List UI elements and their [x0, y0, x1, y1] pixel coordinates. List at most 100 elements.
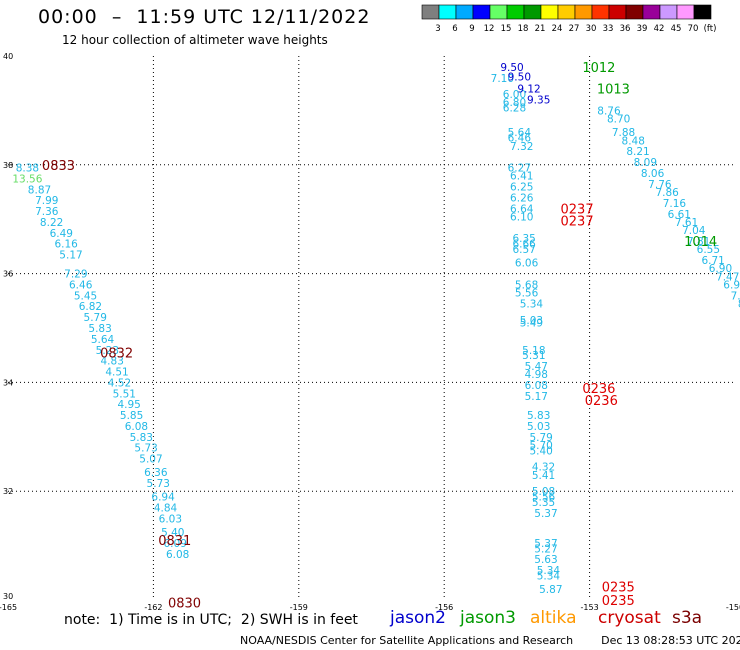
swh-value-right-track: 8.23 [738, 299, 740, 311]
swh-value-mid-track: 4.98 [525, 369, 548, 381]
legend-s3a: s3a [672, 608, 703, 628]
swh-value-mid-track: 5.03 [527, 421, 550, 433]
swh-value-mid-track: 5.40 [529, 445, 552, 457]
colorbar-label: (ft) [704, 24, 717, 34]
swh-value-mid-track: 5.18 [522, 345, 545, 357]
pass-time-label: 0237 [561, 214, 594, 229]
swh-value-left-track: 8.87 [28, 184, 51, 196]
swh-value-mid-track: 5.83 [527, 410, 550, 422]
swh-value-mid-track: 5.17 [525, 391, 548, 403]
chart-title: 00:00 – 11:59 UTC 12/11/2022 [38, 6, 371, 28]
swh-value-mid-track: 5.63 [534, 554, 557, 566]
colorbar-label: 18 [518, 24, 529, 34]
swh-value-right-track: 7.47 [716, 271, 739, 283]
colorbar-label: 6 [452, 24, 457, 34]
swh-value-right-track: 8.76 [597, 105, 621, 117]
swh-value-top-track: 9.12 [517, 84, 540, 96]
swh-value-left-track: 7.99 [35, 195, 58, 207]
colorbar-label: 27 [569, 24, 580, 34]
swh-value-mid-track: 5.34 [537, 565, 561, 577]
note-text: note: 1) Time is in UTC; 2) SWH is in fe… [64, 612, 358, 628]
swh-value-right-track: 6.55 [697, 244, 720, 256]
swh-value-left-track: 5.40 [161, 527, 184, 539]
pass-time-label: 1012 [582, 61, 615, 76]
swh-value-mid-track: 5.37 [534, 508, 557, 520]
swh-value-right-track: 7.76 [648, 179, 672, 191]
swh-value-left-track: 5.51 [113, 388, 136, 400]
pass-time-label: 0235 [602, 580, 635, 595]
x-tick-label: -153 [581, 603, 599, 612]
swh-value-mid-track: 5.27 [534, 543, 557, 555]
swh-value-right-track: 7.81 [687, 236, 710, 248]
swh-value-right-track: 6.61 [668, 209, 691, 221]
swh-value-mid-track: 5.79 [529, 432, 552, 444]
colorbar-label: 39 [637, 24, 648, 34]
colorbar-label: 70 [688, 24, 699, 34]
swh-value-left-track: 5.45 [74, 290, 97, 302]
pass-time-label: 1013 [597, 83, 630, 98]
swh-value-left-track: 5.23 [96, 345, 119, 357]
swh-value-right-track: 8.06 [641, 168, 665, 180]
colorbar-label: 33 [603, 24, 614, 34]
swh-value-mid-track: 4.32 [532, 462, 555, 474]
legend-jason2: jason2 [390, 608, 446, 628]
colorbar-label: 42 [654, 24, 665, 34]
swh-value-right-track: 8.09 [634, 157, 657, 169]
pass-time-label: 0831 [158, 534, 191, 549]
swh-value-mid-track: 5.41 [532, 470, 555, 482]
swh-value-right-track: 7.69 [731, 290, 740, 302]
colorbar-label: 3 [435, 24, 440, 34]
swh-value-left-track: 6.82 [79, 301, 102, 313]
swh-value-right-track: 7.04 [682, 225, 706, 237]
swh-value-left-track: 5.64 [91, 334, 115, 346]
swh-value-right-track: 7.61 [675, 217, 698, 229]
swh-value-mid-track: 5.68 [515, 279, 538, 291]
swh-value-left-track: 5.85 [120, 410, 143, 422]
pass-time-label: 1014 [684, 235, 717, 250]
swh-value-mid-track: 5.08 [532, 486, 555, 498]
swh-value-mid-track: 6.25 [510, 182, 533, 194]
swh-value-mid-track: 6.08 [525, 380, 548, 392]
swh-value-right-track: 7.16 [663, 198, 687, 210]
y-tick-label: 40 [3, 52, 13, 61]
pass-time-label: 0236 [585, 394, 618, 409]
swh-value-mid-track: 6.35 [512, 233, 535, 245]
swh-value-right-track: 8.48 [622, 135, 645, 147]
x-tick-label: -165 [0, 603, 17, 612]
swh-value-right-track: 7.88 [612, 127, 635, 139]
swh-value-left-track: 7.36 [35, 206, 59, 218]
swh-value-right-track: 7.86 [655, 187, 679, 199]
y-tick-label: 36 [3, 270, 13, 279]
swh-value-left-track: 6.09 [164, 538, 187, 550]
x-tick-label: -156 [435, 603, 453, 612]
swh-value-mid-track: 6.46 [508, 133, 532, 145]
x-tick-label: -159 [290, 603, 308, 612]
swh-value-left-track: 7.29 [64, 269, 87, 281]
swh-value-left-track: 8.38 [16, 163, 39, 175]
legend-jason3: jason3 [460, 608, 516, 628]
y-tick-label: 34 [3, 378, 13, 387]
pass-time-label: 0832 [100, 346, 133, 361]
swh-value-mid-track: 6.26 [510, 192, 534, 204]
swh-value-mid-track: 7.32 [510, 141, 533, 153]
colorbar-label: 21 [535, 24, 546, 34]
swh-value-left-track: 5.79 [84, 312, 107, 324]
swh-value-mid-track: 6.41 [510, 171, 533, 183]
swh-value-left-track: 4.83 [101, 356, 124, 368]
swh-value-mid-track: 6.57 [512, 244, 535, 256]
swh-value-mid-track: 5.87 [539, 584, 562, 596]
swh-value-mid-track: 6.64 [510, 203, 534, 215]
footer-credit: NOAA/NESDIS Center for Satellite Applica… [240, 634, 740, 647]
swh-value-mid-track: 5.03 [520, 315, 543, 327]
swh-value-left-track: 6.08 [166, 549, 189, 561]
swh-value-mid-track: 6.80 [503, 97, 526, 109]
swh-value-mid-track: 6.00 [503, 89, 526, 101]
swh-value-right-track: 6.90 [709, 263, 732, 275]
swh-value-mid-track: 6.66 [512, 239, 536, 251]
swh-value-mid-track: 5.56 [532, 492, 556, 504]
swh-value-left-track: 6.16 [54, 239, 78, 251]
swh-value-right-track: 8.70 [607, 114, 630, 126]
swh-value-left-track: 6.36 [144, 467, 168, 479]
swh-value-mid-track: 5.64 [508, 127, 532, 139]
